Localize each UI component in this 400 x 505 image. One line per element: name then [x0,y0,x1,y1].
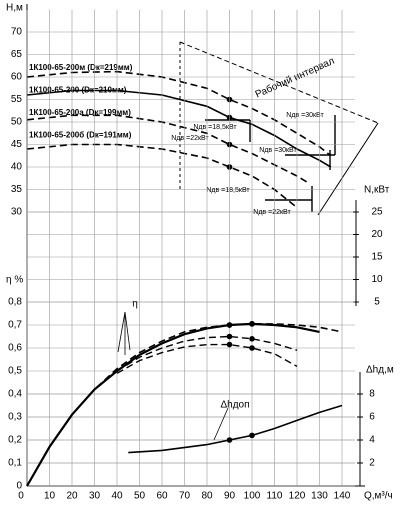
y2-tick-label: 8 [369,389,375,400]
y2-tick-label: 4 [369,435,375,446]
y-axis-label: η % [6,275,23,286]
x-tick-label: 130 [311,491,328,502]
y-tick-label: 0 [16,481,22,492]
y2-tick-label: 6 [369,412,375,423]
point [249,345,255,351]
x-tick-label: 110 [267,491,283,502]
decor [26,4,379,487]
x-tick-label: 70 [179,491,191,502]
y-tick-label: 0,8 [8,297,22,308]
leader [213,407,229,441]
x-tick-label: 60 [156,491,168,502]
y2-tick-label: 2 [369,458,375,469]
point [226,333,233,340]
series-line [116,335,298,372]
y2-tick-label: 5 [374,297,380,308]
point [226,322,233,328]
y2-tick-label: 15 [371,252,383,263]
x-tick-label: 30 [89,491,101,502]
series-label: 1К100-65-200 (Dк=210мм) [29,86,127,95]
y-tick-label: 0,2 [8,435,22,446]
y-tick-label: 60 [11,72,23,83]
annotation: Nдв =22кВт [171,135,209,142]
leader [124,311,131,351]
annotation: Nдв =30кВт [286,112,324,119]
y-tick-label: 55 [11,94,23,105]
y2-axis-label: Δhд,м [366,365,394,376]
y-tick-label: 0,3 [8,412,22,423]
series-label: 1К100-65-200б (Dк=191мм) [29,131,132,140]
y-tick-label: 40 [11,162,23,173]
y-tick-label: 0,7 [8,320,22,331]
y-tick-label: 30 [11,207,23,218]
y2-tick-label: 25 [371,207,383,218]
y-tick-label: 70 [11,27,23,38]
x-tick-label: 140 [334,491,351,502]
x-tick-label: 40 [111,491,123,502]
x-tick-label: 120 [289,491,306,502]
x-tick-label: 90 [224,491,236,502]
annotation: Nдв =18,5кВт [206,187,250,194]
x-tick-label: 100 [244,491,261,502]
y2-axis-label: N,кВт [364,185,390,196]
series-label: 1К100-65-200а (Dк=199мм) [29,108,131,117]
series-line [26,322,320,487]
x-tick-label: 80 [201,491,213,502]
x-axis-label: Q,м³/ч [364,491,393,502]
y-tick-label: 0,1 [8,458,22,469]
interval-line [317,122,379,216]
leader [117,311,126,353]
annotation: Nдв =22кВт [253,209,291,216]
y-tick-label: 0,4 [8,389,22,400]
point [226,341,233,348]
series-line [128,404,343,454]
point [249,432,255,439]
point [249,321,255,327]
x-tick-label: 20 [66,491,78,502]
y-tick-label: 35 [11,184,23,195]
annotation: Nдв =18,5кВт [193,124,237,131]
point [249,336,255,342]
annotation: η [132,299,138,310]
interval-line [179,41,379,124]
y-tick-label: 0,6 [8,343,22,354]
y-tick-label: 65 [11,49,23,60]
series-line [116,343,298,374]
annotation: Δhдоп [220,400,249,411]
y2-tick-label: 10 [371,274,383,285]
y-tick-label: 0,5 [8,366,22,377]
annotation: Nдв =30кВт [259,147,297,154]
x-tick-label: 0 [18,491,24,502]
y-tick-label: 45 [11,139,23,150]
point [226,437,233,443]
x-tick-label: 10 [44,491,56,502]
series-line [26,323,343,487]
series-label: 1К100-65-200м (Dк=219мм) [29,63,133,72]
y-axis-label: H,м [6,3,23,14]
y2-tick-label: 20 [371,229,383,240]
y-tick-label: 50 [11,117,23,128]
x-tick-label: 50 [134,491,146,502]
series-line [26,70,332,157]
